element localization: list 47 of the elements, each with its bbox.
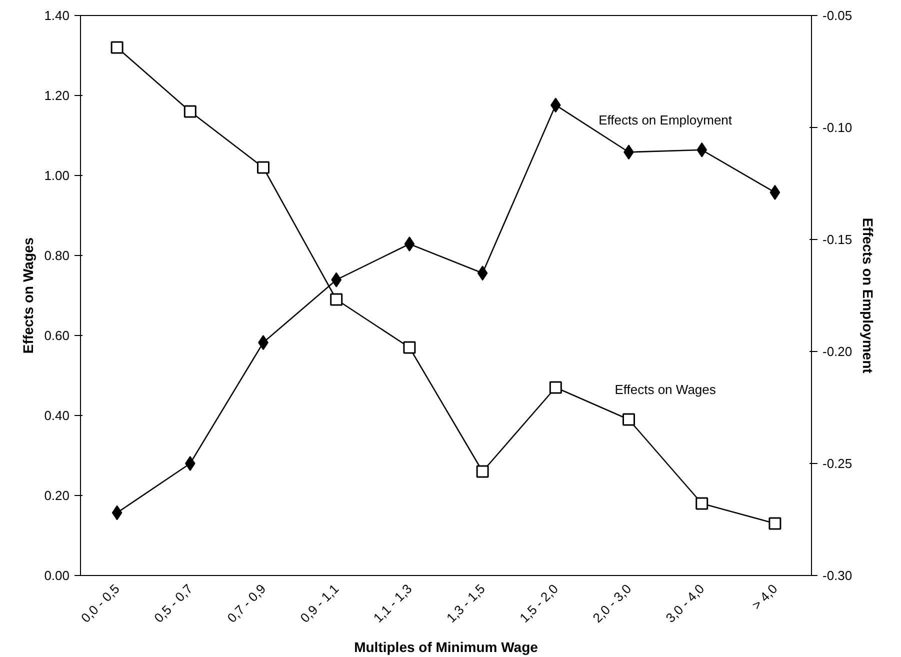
point bbox=[184, 105, 196, 118]
point bbox=[404, 236, 415, 252]
x-axis-title: Multiples of Minimum Wage bbox=[354, 638, 538, 655]
point bbox=[549, 381, 562, 394]
point bbox=[477, 266, 488, 281]
x-tick-label: 0,9 - 1,1 bbox=[297, 581, 342, 626]
point bbox=[476, 465, 489, 478]
x-tick-label: 1,1 - 1,3 bbox=[370, 581, 415, 626]
point bbox=[768, 517, 782, 530]
y-tick-label: 0.20 bbox=[44, 488, 70, 503]
y-axis-title: Effects on Wages bbox=[20, 237, 36, 354]
point bbox=[622, 413, 635, 426]
point bbox=[110, 41, 124, 54]
y-tick-label: 0.80 bbox=[44, 248, 70, 263]
x-tick-label: 0,7 - 0,9 bbox=[224, 581, 269, 626]
x-tick-label: 2,0 - 3,0 bbox=[590, 581, 634, 626]
x-tick-label: 1,5 - 2,0 bbox=[516, 581, 561, 626]
point bbox=[550, 98, 561, 113]
y-tick-label: 1.40 bbox=[44, 8, 70, 23]
y-tick-label: 0.60 bbox=[44, 328, 70, 343]
x-tick-label: 0,5 - 0,7 bbox=[151, 581, 196, 626]
y-tick-label: 0.00 bbox=[44, 568, 70, 583]
point bbox=[696, 142, 708, 158]
y2-tick-label: -0.15 bbox=[822, 232, 852, 247]
point bbox=[331, 272, 342, 288]
point bbox=[112, 505, 122, 520]
x-tick-label: > 4,0 bbox=[748, 581, 780, 613]
y-tick-label: 1.00 bbox=[44, 168, 70, 183]
series-label: Effects on Wages bbox=[614, 382, 716, 398]
point bbox=[257, 161, 270, 174]
series-label: Effects on Employment bbox=[598, 112, 732, 128]
point bbox=[330, 293, 343, 306]
x-tick-label: 1,3 - 1,5 bbox=[444, 581, 488, 626]
y-tick-label: 1.20 bbox=[44, 88, 70, 103]
y2-axis-title: Effects on Employment bbox=[860, 218, 876, 374]
y2-tick-label: -0.05 bbox=[822, 8, 852, 23]
y2-tick-label: -0.25 bbox=[822, 456, 852, 471]
point bbox=[184, 456, 196, 471]
point bbox=[403, 341, 416, 354]
y-tick-label: 0.40 bbox=[44, 408, 70, 423]
y2-tick-label: -0.10 bbox=[822, 120, 852, 135]
y2-tick-label: -0.30 bbox=[822, 568, 852, 583]
x-tick-label: 0,0 - 0,5 bbox=[78, 581, 122, 626]
point bbox=[770, 184, 780, 200]
y2-tick-label: -0.20 bbox=[822, 344, 852, 359]
x-tick-label: 3,0 - 4,0 bbox=[662, 581, 708, 626]
point bbox=[696, 497, 708, 510]
